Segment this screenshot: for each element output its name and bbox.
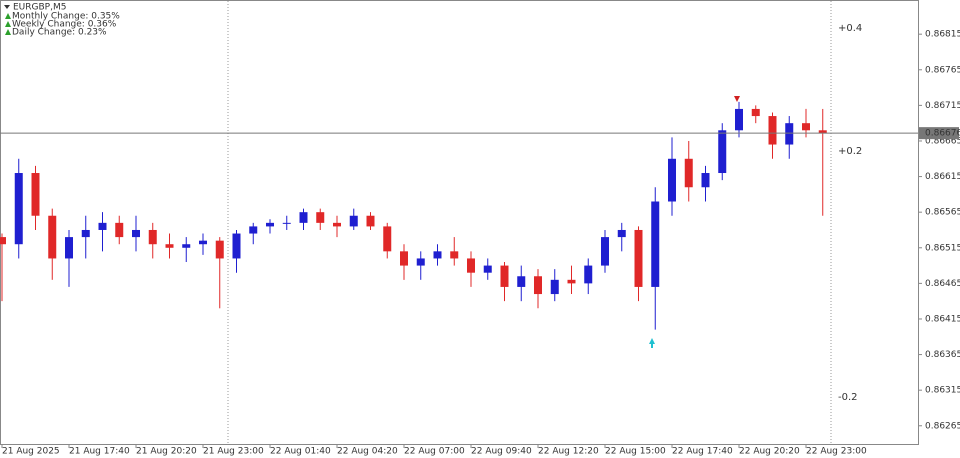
x-tick-label: 21 Aug 17:40	[69, 447, 130, 457]
candle-body	[701, 173, 710, 188]
x-tick-label: 22 Aug 09:40	[471, 447, 532, 457]
candle-body	[14, 173, 23, 245]
candle-body	[65, 237, 73, 259]
candle-body	[282, 222, 291, 224]
y-tick-label: 0.86415	[925, 314, 960, 324]
candle-body	[450, 251, 459, 259]
x-tick-label: 21 Aug 20:20	[136, 447, 197, 457]
candle-body	[651, 201, 660, 287]
candle-body	[718, 130, 727, 174]
candle-body	[584, 265, 593, 284]
y-tick-label: 0.86315	[925, 386, 960, 396]
x-tick-label: 22 Aug 23:00	[806, 447, 867, 457]
candle-body	[333, 222, 341, 227]
y-tick-label: 0.86365	[925, 350, 960, 360]
y-tick-label: 0.86665	[925, 136, 960, 146]
candle-body	[617, 229, 626, 238]
candle-body	[684, 158, 693, 188]
candle-body	[232, 233, 241, 259]
candle-body	[299, 212, 308, 223]
change-label: Weekly Change: 0.36%	[12, 20, 117, 30]
candle-body	[48, 215, 57, 259]
candle-body	[132, 229, 140, 238]
candle-body	[416, 258, 425, 266]
x-tick-label: 22 Aug 17:40	[672, 447, 733, 457]
candle-body	[115, 222, 124, 238]
candle-body	[785, 123, 794, 145]
y-tick-label: 0.86615	[925, 172, 960, 182]
candle-body	[148, 229, 157, 245]
candle-body	[433, 251, 442, 259]
symbol-menu-icon[interactable]	[4, 5, 10, 9]
spacer	[741, 96, 838, 100]
candle-body	[818, 130, 827, 134]
buy-arrow	[649, 338, 655, 344]
candle-body	[634, 229, 643, 287]
candle-body	[81, 229, 90, 238]
y-tick-label: 0.86815	[925, 30, 960, 40]
plot-frame	[0, 0, 919, 445]
candle-body	[316, 212, 325, 223]
x-tick-label: 22 Aug 01:40	[270, 447, 331, 457]
candle-body	[182, 244, 191, 248]
sell-arrow	[734, 96, 740, 102]
x-tick-label: 22 Aug 07:00	[404, 447, 465, 457]
candle-body	[668, 158, 676, 202]
candle-body	[467, 258, 475, 273]
change-label: Monthly Change: 0.35%	[12, 12, 120, 22]
level-label: +0.2	[838, 146, 862, 157]
candle-body	[751, 108, 760, 117]
candle-body	[735, 108, 743, 131]
level-label: -0.2	[838, 392, 858, 403]
candle-body	[98, 222, 107, 230]
buy-arrow-stem	[651, 344, 653, 348]
x-tick-label: 21 Aug 23:00	[203, 447, 264, 457]
candle-body	[249, 226, 258, 234]
change-icon	[5, 21, 11, 27]
current-price-label: 0.86676	[925, 129, 960, 139]
candle-body	[266, 222, 274, 227]
candle-body	[567, 279, 576, 284]
y-tick-label: 0.86565	[925, 208, 960, 218]
candle-body	[517, 276, 526, 287]
candle-body	[349, 215, 358, 227]
candle-body	[550, 279, 559, 295]
candle-body	[199, 240, 207, 245]
candle-body	[802, 123, 810, 131]
y-tick-label: 0.86715	[925, 101, 960, 111]
x-tick-label: 22 Aug 12:20	[538, 447, 599, 457]
x-tick-label: 22 Aug 20:20	[739, 447, 800, 457]
x-tick-label: 21 Aug 2025	[2, 447, 60, 457]
y-tick-label: 0.86515	[925, 243, 960, 253]
change-icon	[5, 29, 11, 35]
candle-body	[366, 215, 375, 227]
candle-body	[383, 226, 392, 252]
change-icon	[5, 13, 11, 19]
candle-body	[483, 265, 492, 273]
current-price-box	[919, 127, 959, 140]
candle-body	[0, 237, 6, 245]
candle-body	[400, 251, 408, 266]
candle-body	[500, 265, 509, 287]
y-tick-label: 0.86265	[925, 421, 960, 431]
x-tick-label: 22 Aug 15:00	[605, 447, 666, 457]
candle-body	[534, 276, 542, 295]
candle-body	[601, 237, 609, 266]
candle-body	[31, 173, 40, 216]
candle-body	[215, 240, 224, 259]
chart-title: EURGBP,M5	[13, 3, 66, 13]
level-label: +0.4	[838, 23, 862, 34]
change-label: Daily Change: 0.23%	[12, 28, 107, 38]
y-tick-label: 0.86465	[925, 279, 960, 289]
candle-body	[165, 244, 174, 248]
y-tick-label: 0.86765	[925, 65, 960, 75]
x-tick-label: 22 Aug 04:20	[337, 447, 398, 457]
candle-body	[768, 116, 777, 145]
